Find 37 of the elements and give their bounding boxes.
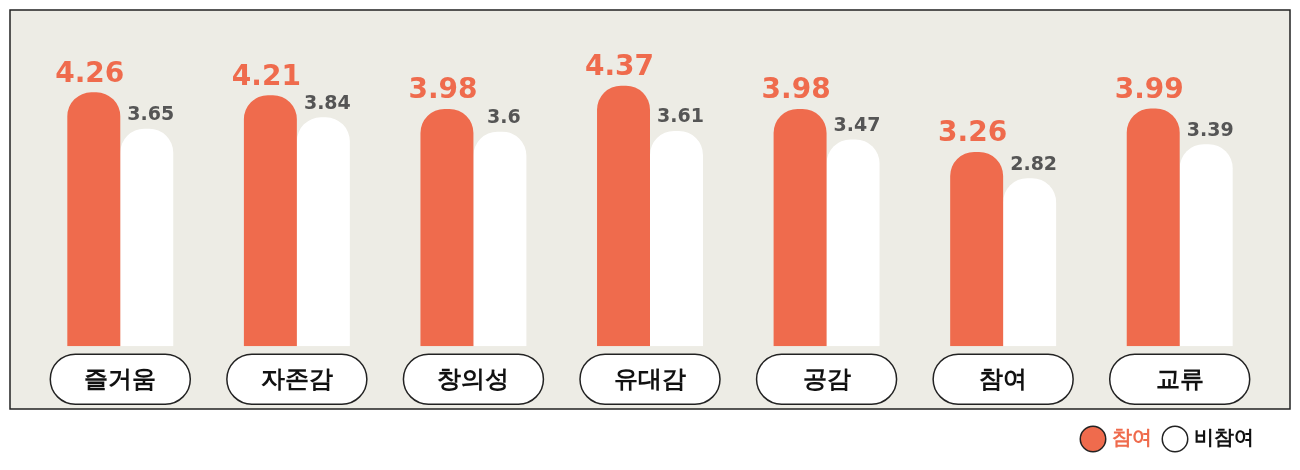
data-label: 4.26 [55, 55, 125, 89]
data-label: 3.84 [303, 90, 351, 113]
data-label: 4.37 [584, 49, 655, 83]
bar [120, 128, 174, 347]
data-label: 3.65 [127, 102, 175, 125]
data-label: 3.61 [657, 104, 704, 127]
data-label: 3.98 [761, 72, 831, 106]
bar [1126, 108, 1180, 347]
data-label: 3.6 [487, 105, 521, 128]
x-tick-label: 유대감 [614, 364, 686, 393]
bar [473, 131, 527, 347]
data-label: 4.21 [231, 58, 301, 92]
bar [1179, 144, 1233, 347]
bar [773, 108, 827, 347]
data-label: 2.82 [1010, 151, 1058, 174]
bar [420, 108, 474, 347]
data-label: 3.39 [1186, 117, 1234, 140]
x-tick-label: 창의성 [437, 364, 510, 393]
bar [296, 117, 350, 347]
bar [597, 85, 650, 347]
bar [243, 95, 297, 347]
x-tick-label: 자존감 [260, 364, 333, 393]
x-tick-label: 참여 [979, 364, 1028, 393]
x-tick-label: 즐거움 [84, 364, 157, 393]
bar [826, 139, 880, 347]
bar [1003, 178, 1057, 347]
x-tick-label: 공감 [802, 364, 851, 393]
bar [67, 92, 121, 347]
x-tick-label: 교류 [1155, 364, 1204, 393]
bar [650, 131, 703, 347]
legend-label: 참여 [1112, 425, 1152, 450]
legend-label: 비참여 [1194, 425, 1254, 450]
bar [950, 151, 1004, 347]
data-label: 3.99 [1114, 71, 1184, 105]
data-label: 3.47 [833, 112, 881, 135]
data-label: 3.98 [408, 72, 478, 106]
data-label: 3.26 [938, 115, 1008, 149]
